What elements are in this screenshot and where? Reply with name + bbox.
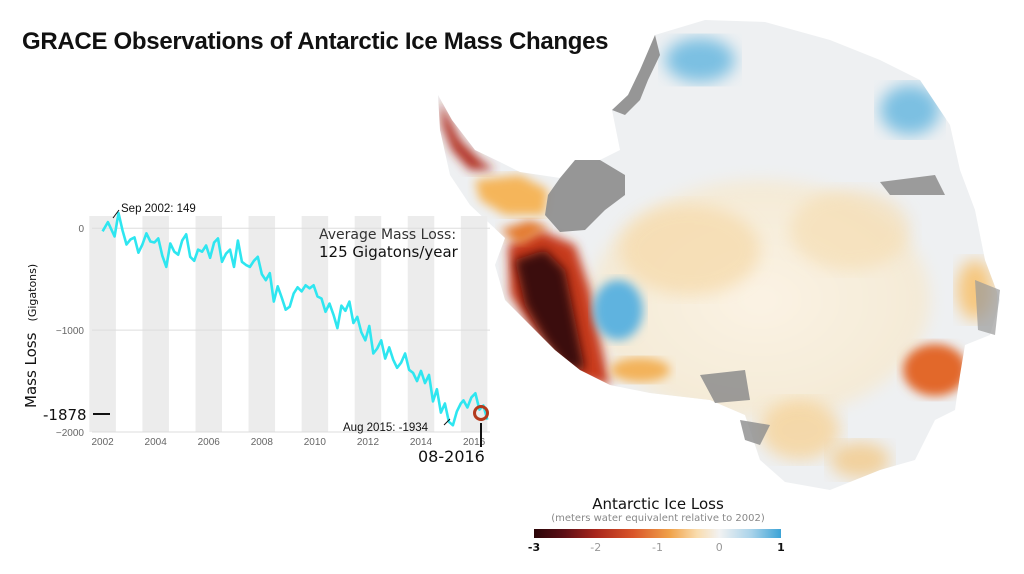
year-bands <box>89 216 488 432</box>
y-axis-label-unit: (Gigatons) <box>26 264 39 322</box>
y-tick-label: −2000 <box>56 428 85 439</box>
year-band <box>89 216 116 432</box>
x-tick-label: 2008 <box>251 437 274 448</box>
year-band <box>195 216 223 432</box>
x-tick-label: 2004 <box>145 437 168 448</box>
year-band <box>460 216 488 432</box>
annotation-peak: Sep 2002: 149 <box>121 203 196 215</box>
series-line <box>101 211 489 427</box>
y-axis-label: Mass Loss (Gigatons) <box>21 264 40 408</box>
legend-tick-label: 1 <box>777 541 785 554</box>
current-point-marker <box>473 405 489 421</box>
x-tick-label: 2010 <box>304 437 327 448</box>
average-label-line1: Average Mass Loss: <box>319 227 456 243</box>
current-date-label: 08-2016 <box>418 447 485 466</box>
x-axis-ticks: 2002 2004 2006 2008 2010 2012 2014 2016 <box>91 437 485 448</box>
y-tick-label: −1000 <box>56 326 85 337</box>
year-band <box>248 216 276 432</box>
annotation-peak-leader <box>112 209 120 219</box>
year-band <box>142 216 169 432</box>
legend-color-bar <box>534 529 781 538</box>
series-group <box>101 211 489 427</box>
year-band <box>407 216 435 432</box>
x-tick-label: 2016 <box>463 437 486 448</box>
y-axis-label-main: Mass Loss <box>22 332 40 408</box>
y-tick-label: 0 <box>78 224 84 235</box>
year-band <box>301 216 329 432</box>
current-value-label: -1878 <box>43 406 87 424</box>
x-tick-label: 2006 <box>198 437 221 448</box>
annotation-min: Aug 2015: -1934 <box>343 422 429 434</box>
x-tick-label: 2012 <box>357 437 380 448</box>
legend-tick-label: -3 <box>527 541 541 554</box>
continent-shape <box>438 20 1000 490</box>
legend-tick-label: 0 <box>715 541 723 554</box>
y-axis-ticks: 0 −1000 −2000 <box>56 224 85 439</box>
x-tick-label: 2014 <box>410 437 433 448</box>
annotation-min-leader <box>443 418 451 426</box>
legend-tick-label: -2 <box>590 541 602 554</box>
page-title: GRACE Observations of Antarctic Ice Mass… <box>22 28 609 55</box>
annotations: Sep 2002: 149 Aug 2015: -1934 Average Ma… <box>21 203 489 466</box>
legend-subtitle: (meters water equivalent relative to 200… <box>551 513 765 524</box>
legend-tick-label: -1 <box>652 541 663 554</box>
gridlines <box>92 227 490 433</box>
average-label-line2: 125 Gigatons/year <box>319 243 459 261</box>
legend-title: Antarctic Ice Loss <box>592 495 724 513</box>
x-tick-label: 2002 <box>91 437 114 448</box>
